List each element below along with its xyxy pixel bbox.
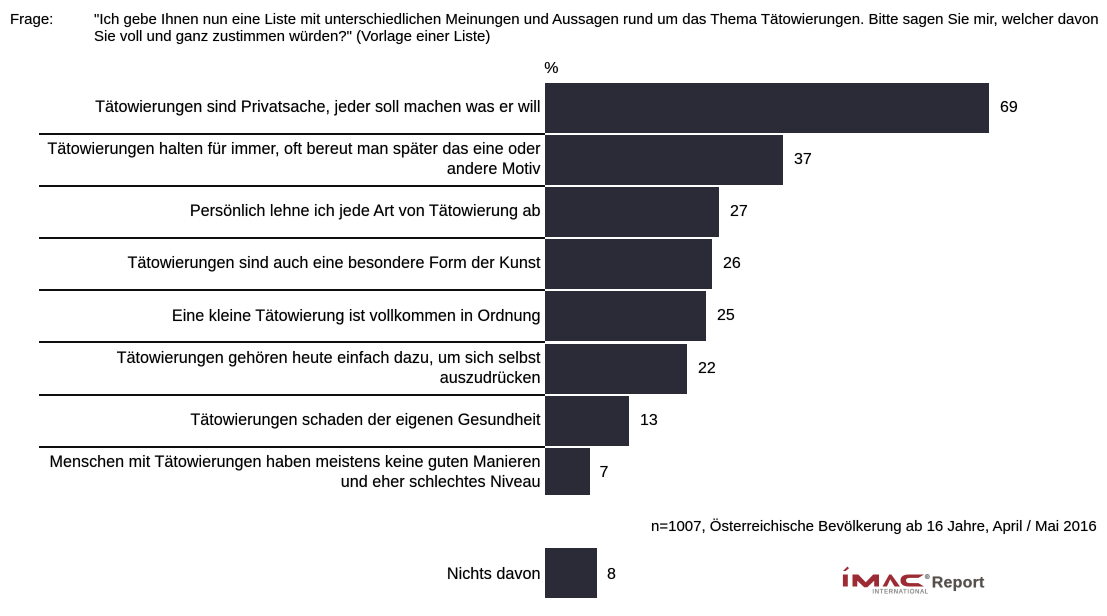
svg-text:Report: Report [932, 574, 985, 591]
svg-text:INTERNATIONAL: INTERNATIONAL [872, 590, 928, 596]
svg-text:R: R [926, 575, 929, 579]
